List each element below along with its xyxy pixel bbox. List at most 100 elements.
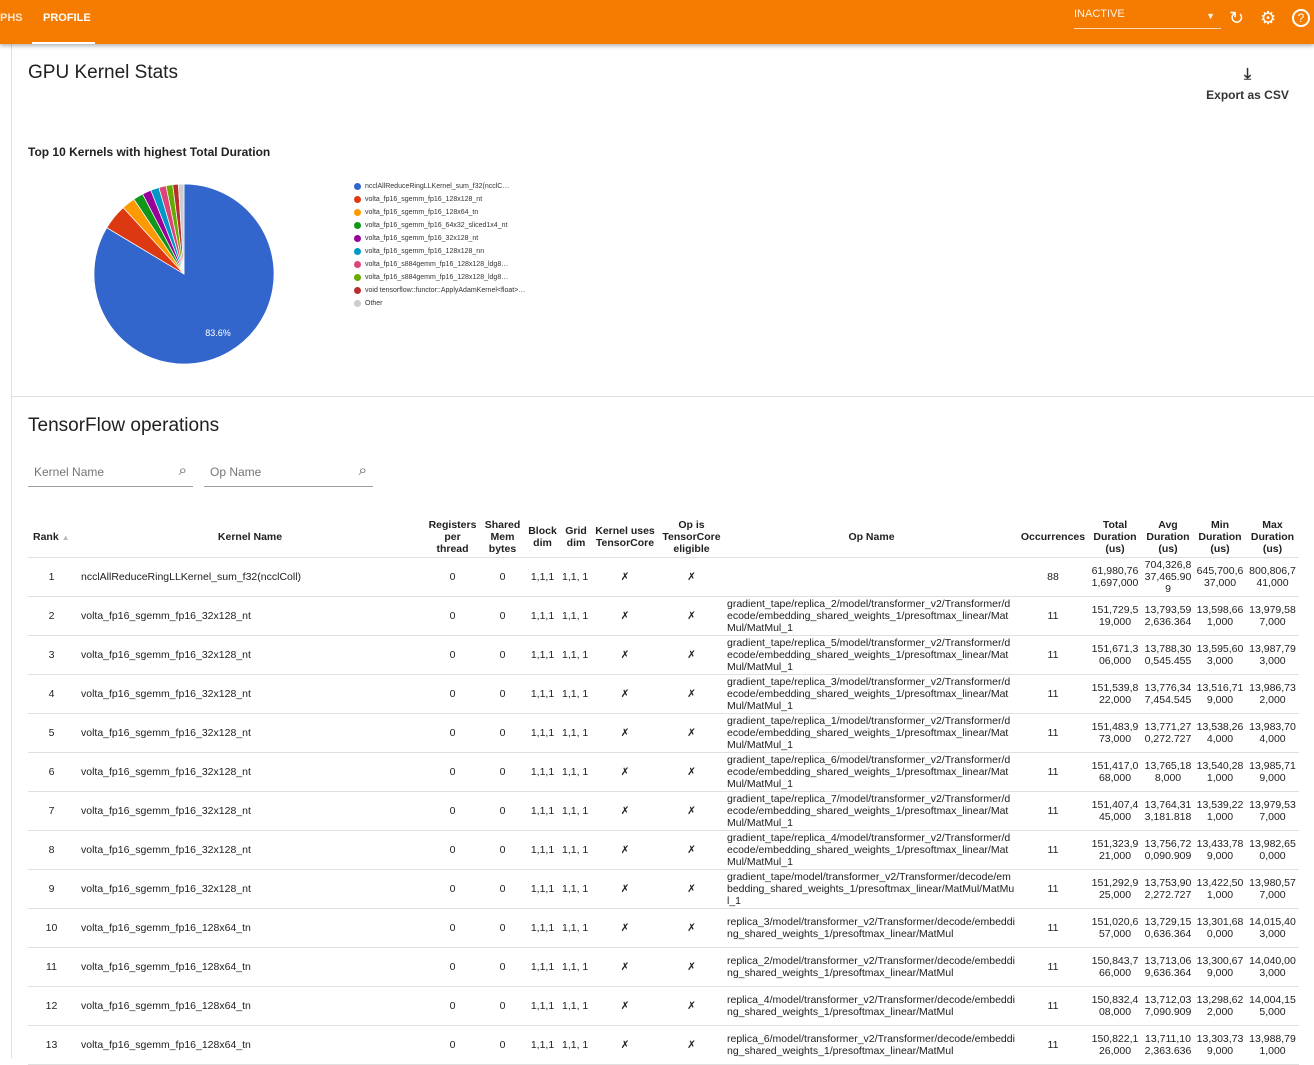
column-header[interactable]: Occurrences (1018, 517, 1088, 558)
pie-slice[interactable] (177, 183, 185, 275)
refresh-icon[interactable]: ↻ (1229, 8, 1245, 28)
run-select-value: INACTIVE (1074, 8, 1125, 20)
table-cell: 151,729,519,000 (1088, 596, 1142, 636)
table-row: 11 volta_fp16_sgemm_fp16_128x64_tn 0 0 1,1,1… (28, 947, 1299, 987)
table-cell: ✗ (658, 635, 725, 675)
table-row: 2 volta_fp16_sgemm_fp16_32x128_nt 0 0 1,1,1 1… (28, 596, 1299, 636)
column-header[interactable]: Max Duration (us) (1246, 517, 1299, 558)
table-cell: 12 (28, 986, 75, 1026)
table-cell: replica_2/model/transformer_v2/Transform… (725, 947, 1018, 987)
table-cell: 1,1, 1 (560, 947, 592, 987)
slice-label: 83.6% (205, 328, 231, 338)
table-row: 10 volta_fp16_sgemm_fp16_128x64_tn 0 0 1,1,1… (28, 908, 1299, 948)
table-cell: 1,1,1 (525, 713, 560, 753)
column-header-label: Avg Duration (us) (1146, 519, 1190, 555)
table-cell: 0 (480, 674, 525, 714)
legend-item[interactable]: volta_fp16_s884gemm_fp16_128x128_ldg8… (354, 273, 539, 282)
column-header[interactable]: Rank ▲ (28, 517, 75, 558)
table-cell: 1,1,1 (525, 830, 560, 870)
kernel-name-filter[interactable]: Kernel Name ⌕ (28, 459, 193, 487)
table-cell: gradient_tape/replica_4/model/transforme… (725, 830, 1018, 870)
column-header[interactable]: Min Duration (us) (1194, 517, 1246, 558)
dropdown-arrow-icon: ▼ (1206, 11, 1215, 21)
table-cell: 1,1, 1 (560, 713, 592, 753)
column-header[interactable]: Grid dim (560, 517, 592, 558)
table-cell: volta_fp16_sgemm_fp16_128x64_tn (75, 986, 425, 1026)
column-header[interactable]: Registers per thread (425, 517, 480, 558)
table-cell: ✗ (658, 674, 725, 714)
legend-item[interactable]: volta_fp16_sgemm_fp16_32x128_nt (354, 234, 539, 243)
legend-item[interactable]: volta_fp16_sgemm_fp16_128x128_nt (354, 195, 539, 204)
table-cell: gradient_tape/replica_5/model/transforme… (725, 635, 1018, 675)
table-cell: 13,765,188,000 (1142, 752, 1194, 792)
table-cell: volta_fp16_sgemm_fp16_32x128_nt (75, 635, 425, 675)
table-row: 12 volta_fp16_sgemm_fp16_128x64_tn 0 0 1,1,1… (28, 986, 1299, 1026)
table-cell: 0 (425, 752, 480, 792)
table-cell: 0 (480, 635, 525, 675)
legend-label: volta_fp16_sgemm_fp16_128x64_tn (365, 209, 479, 216)
column-header-label: Occurrences (1020, 531, 1086, 543)
table-cell: 1,1,1 (525, 1025, 560, 1065)
table-cell: ✗ (658, 791, 725, 831)
table-cell: ✗ (592, 908, 658, 948)
table-cell: 13,712,037,090.909 (1142, 986, 1194, 1026)
legend-label: void tensorflow::functor::ApplyAdamKerne… (365, 287, 526, 294)
table-cell: 151,020,657,000 (1088, 908, 1142, 948)
column-header[interactable]: Block dim (525, 517, 560, 558)
column-header[interactable]: Op Name (725, 517, 1018, 558)
legend-item[interactable]: ncclAllReduceRingLLKernel_sum_f32(ncclC… (354, 182, 539, 191)
column-header[interactable]: Kernel Name (75, 517, 425, 558)
table-cell: 1,1,1 (525, 635, 560, 675)
legend-item[interactable]: volta_fp16_sgemm_fp16_128x128_nn (354, 247, 539, 256)
legend-item[interactable]: volta_fp16_sgemm_fp16_64x32_sliced1x4_nt (354, 221, 539, 230)
table-cell: ✗ (592, 830, 658, 870)
table-cell: 0 (425, 596, 480, 636)
legend-item[interactable]: volta_fp16_s884gemm_fp16_128x128_ldg8… (354, 260, 539, 269)
kernel-stats-table: Rank ▲ Kernel Name Registers per thread Shar… (28, 517, 1299, 1065)
table-cell: 11 (1018, 596, 1088, 636)
op-name-filter[interactable]: Op Name ⌕ (204, 459, 373, 487)
column-header[interactable]: Op is TensorCore eligible (658, 517, 725, 558)
legend-item[interactable]: Other (354, 299, 539, 308)
table-cell: 1,1,1 (525, 752, 560, 792)
column-header[interactable]: Avg Duration (us) (1142, 517, 1194, 558)
table-cell: 1,1, 1 (560, 830, 592, 870)
table-cell: 0 (480, 752, 525, 792)
table-cell: 9 (28, 869, 75, 909)
column-header[interactable]: Kernel uses TensorCore (592, 517, 658, 558)
table-cell: 13,595,603,000 (1194, 635, 1246, 675)
legend-label: volta_fp16_sgemm_fp16_64x32_sliced1x4_nt (365, 222, 508, 229)
table-cell: 11 (1018, 791, 1088, 831)
run-select[interactable]: INACTIVE ▼ (1074, 8, 1221, 29)
column-header-label: Shared Mem bytes (484, 519, 521, 555)
download-icon: ⤓ (1243, 66, 1252, 83)
table-cell: gradient_tape/replica_3/model/transforme… (725, 674, 1018, 714)
legend-item[interactable]: void tensorflow::functor::ApplyAdamKerne… (354, 286, 539, 295)
legend-label: volta_fp16_sgemm_fp16_32x128_nt (365, 235, 479, 242)
table-cell: 13,776,347,454.545 (1142, 674, 1194, 714)
export-csv-button[interactable]: ⤓ Export as CSV (1200, 66, 1295, 102)
table-cell: 151,323,921,000 (1088, 830, 1142, 870)
gear-icon[interactable]: ⚙ (1260, 8, 1277, 28)
column-header[interactable]: Total Duration (us) (1088, 517, 1142, 558)
table-cell: 0 (480, 557, 525, 597)
table-cell: 13,301,680,000 (1194, 908, 1246, 948)
legend-swatch (354, 222, 361, 229)
table-cell: 0 (480, 713, 525, 753)
table-cell: 151,292,925,000 (1088, 869, 1142, 909)
table-cell: volta_fp16_sgemm_fp16_32x128_nt (75, 830, 425, 870)
column-header-label: Grid dim (565, 525, 587, 549)
help-icon[interactable]: ? (1292, 9, 1310, 27)
table-cell: 0 (425, 791, 480, 831)
column-header[interactable]: Shared Mem bytes (480, 517, 525, 558)
table-cell: 150,843,766,000 (1088, 947, 1142, 987)
table-row: 8 volta_fp16_sgemm_fp16_32x128_nt 0 0 1,1,1 1… (28, 830, 1299, 870)
table-cell: 0 (425, 1025, 480, 1065)
legend-item[interactable]: volta_fp16_sgemm_fp16_128x64_tn (354, 208, 539, 217)
legend-label: volta_fp16_s884gemm_fp16_128x128_ldg8… (365, 261, 509, 268)
tab-graphs[interactable]: PHS (0, 12, 23, 24)
legend-swatch (354, 261, 361, 268)
table-cell: ✗ (592, 674, 658, 714)
tab-profile[interactable]: PROFILE (32, 0, 95, 44)
table-cell: 0 (425, 830, 480, 870)
